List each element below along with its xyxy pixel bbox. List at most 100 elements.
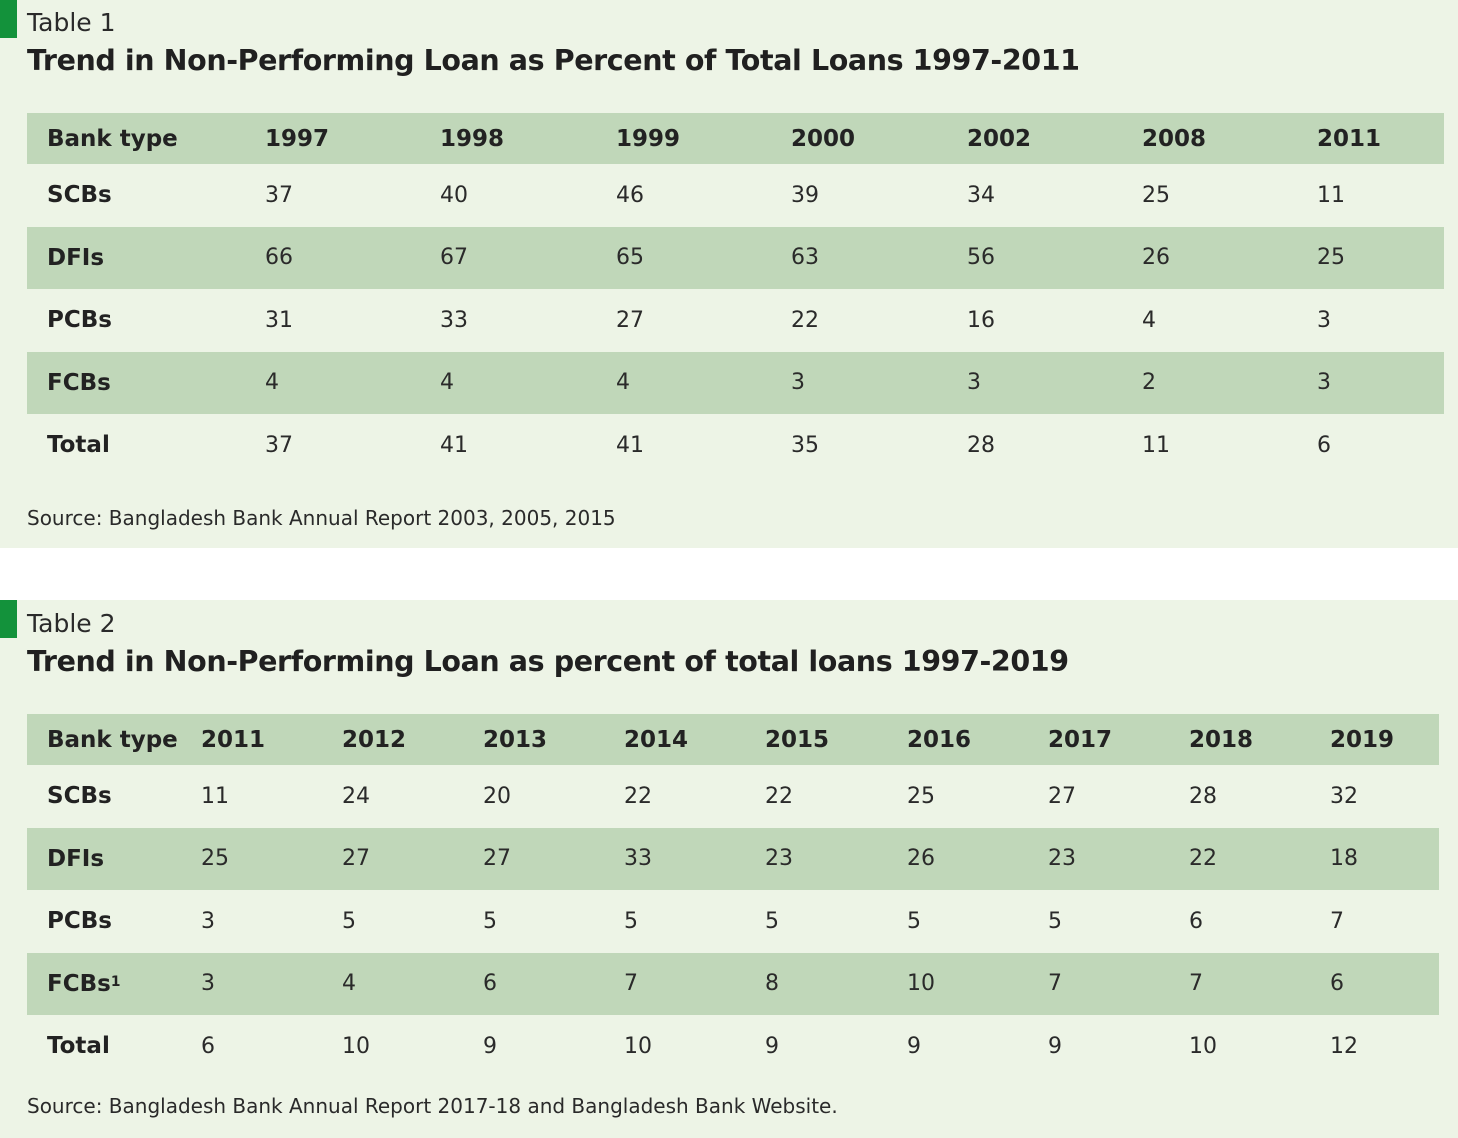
table-cell: 20 (483, 783, 511, 809)
table-cell: 27 (616, 307, 644, 333)
footnote-marker: 1 (110, 973, 121, 990)
table-cell: 34 (967, 182, 995, 208)
table-cell: 26 (1142, 245, 1170, 271)
table-cell: 27 (1048, 783, 1076, 809)
table-cell: 2 (1142, 370, 1156, 396)
table-cell: 28 (967, 432, 995, 458)
table-cell: 41 (440, 432, 468, 458)
table-cell: 63 (791, 245, 819, 271)
table1-header-row: Bank type 1997 1998 1999 2000 2002 2008 … (27, 113, 1444, 164)
table1-header-col: 1999 (616, 125, 681, 152)
table-cell: 5 (483, 908, 497, 934)
table-cell: 11 (201, 783, 229, 809)
table-cell: 5 (624, 908, 638, 934)
row-label: FCBs (47, 970, 111, 997)
table1-header-col: 2000 (791, 125, 856, 152)
table-cell: 41 (616, 432, 644, 458)
table-cell: 6 (201, 1033, 215, 1059)
table2-header-col: 2014 (624, 726, 689, 753)
row-label-with-footnote: FCBs 1 (47, 953, 120, 1016)
table-cell: 5 (765, 908, 779, 934)
table-cell: 10 (624, 1033, 652, 1059)
table-cell: 33 (440, 307, 468, 333)
table-cell: 9 (907, 1033, 921, 1059)
table-cell: 10 (342, 1033, 370, 1059)
table-cell: 33 (624, 846, 652, 872)
row-label: Total (47, 1033, 110, 1060)
table-cell: 22 (624, 783, 652, 809)
table2-header-col: 2011 (201, 726, 266, 753)
table-cell: 9 (483, 1033, 497, 1059)
table1-title: Trend in Non-Performing Loan as Percent … (27, 44, 1080, 77)
table-row: SCBs 11 24 20 22 22 25 27 28 32 (27, 765, 1439, 828)
row-label: DFIs (47, 244, 105, 271)
table-cell: 6 (483, 971, 497, 997)
table-cell: 18 (1330, 846, 1358, 872)
table2-header-col: 2012 (342, 726, 407, 753)
table2-header-row: Bank type 2011 2012 2013 2014 2015 2016 … (27, 714, 1439, 765)
table-cell: 9 (1048, 1033, 1062, 1059)
table-cell: 37 (265, 432, 293, 458)
row-label: Total (47, 432, 110, 459)
table2-header-col: 2017 (1048, 726, 1113, 753)
table-row: PCBs 31 33 27 22 16 4 3 (27, 289, 1444, 352)
table-cell: 5 (907, 908, 921, 934)
table-cell: 22 (765, 783, 793, 809)
row-label: PCBs (47, 908, 112, 935)
table-row: DFIs 25 27 27 33 23 26 23 22 18 (27, 827, 1439, 890)
table1: Bank type 1997 1998 1999 2000 2002 2008 … (27, 113, 1444, 477)
table1-header-banktype: Bank type (47, 125, 178, 152)
table-cell: 25 (1317, 245, 1345, 271)
table2-header-banktype: Bank type (47, 726, 178, 753)
table-cell: 10 (1189, 1033, 1217, 1059)
table-cell: 25 (201, 846, 229, 872)
row-label: SCBs (47, 783, 112, 810)
table-row: FCBs 1 3 4 6 7 8 10 7 7 6 (27, 952, 1439, 1016)
table-cell: 26 (907, 846, 935, 872)
table-cell: 7 (1189, 971, 1203, 997)
table-cell: 37 (265, 182, 293, 208)
table1-header-col: 1997 (265, 125, 330, 152)
table-row: DFIs 66 67 65 63 56 26 25 (27, 226, 1444, 289)
table-cell: 5 (342, 908, 356, 934)
table-row: Total 6 10 9 10 9 9 9 10 12 (27, 1015, 1439, 1078)
table-cell: 24 (342, 783, 370, 809)
table-cell: 7 (624, 971, 638, 997)
table-cell: 6 (1189, 908, 1203, 934)
table-cell: 3 (201, 971, 215, 997)
table-cell: 23 (1048, 846, 1076, 872)
table2-label: Table 2 (27, 609, 116, 638)
table2-header-col: 2013 (483, 726, 548, 753)
table2-source: Source: Bangladesh Bank Annual Report 20… (27, 1094, 838, 1118)
table-cell: 28 (1189, 783, 1217, 809)
table1-label: Table 1 (27, 8, 116, 37)
table-cell: 40 (440, 182, 468, 208)
table-cell: 23 (765, 846, 793, 872)
table2-header-col: 2018 (1189, 726, 1254, 753)
row-label: FCBs (47, 369, 111, 396)
table1-header-col: 2008 (1142, 125, 1207, 152)
table-row: FCBs 4 4 4 3 3 2 3 (27, 351, 1444, 414)
table-row: Total 37 41 41 35 28 11 6 (27, 414, 1444, 477)
table-cell: 4 (342, 971, 356, 997)
table-cell: 67 (440, 245, 468, 271)
table2: Bank type 2011 2012 2013 2014 2015 2016 … (27, 714, 1439, 1078)
table2-title: Trend in Non-Performing Loan as percent … (27, 645, 1069, 678)
table-cell: 12 (1330, 1033, 1358, 1059)
table2-header-col: 2016 (907, 726, 972, 753)
table-cell: 4 (265, 370, 279, 396)
table-cell: 7 (1330, 908, 1344, 934)
table2-header-col: 2019 (1330, 726, 1395, 753)
table2-marker (0, 600, 17, 638)
table-cell: 3 (201, 908, 215, 934)
table2-panel: Table 2 Trend in Non-Performing Loan as … (0, 600, 1458, 1138)
table1-marker (0, 0, 17, 38)
table-cell: 3 (1317, 370, 1331, 396)
table-cell: 27 (483, 846, 511, 872)
table-cell: 27 (342, 846, 370, 872)
table-cell: 4 (440, 370, 454, 396)
table-cell: 10 (907, 971, 935, 997)
table-cell: 6 (1330, 971, 1344, 997)
table-cell: 4 (1142, 307, 1156, 333)
table-cell: 9 (765, 1033, 779, 1059)
